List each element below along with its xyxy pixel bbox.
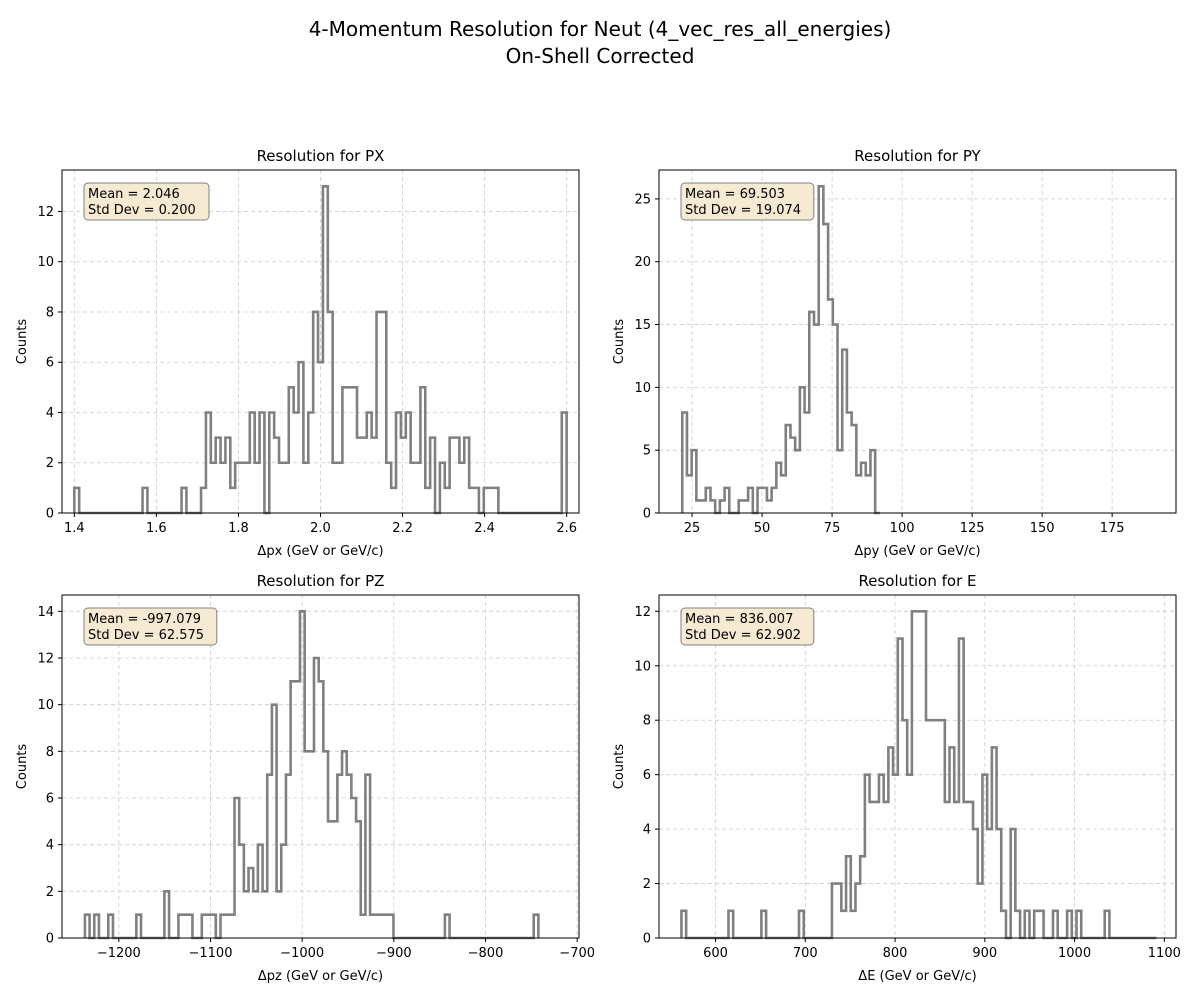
stats-mean-pz: Mean = -997.079 xyxy=(88,612,201,627)
stats-box-background-pz xyxy=(83,607,218,646)
x-axis-label-pz: Δpz (GeV or GeV/c) xyxy=(258,969,383,984)
x-tick-label-pz-5: −700 xyxy=(559,946,595,961)
x-tick-label-py-3: 100 xyxy=(890,521,915,536)
x-tick-label-px-4: 2.2 xyxy=(392,521,413,536)
x-axis-label-e: ΔE (GeV or GeV/c) xyxy=(858,969,976,984)
subplot-px: 1.4 1.6 1.8 2.0 2.2 2.4 2.6 0 2 4 6 8 10 12 Resolution… xyxy=(15,147,580,559)
x-tick-label-px-2: 1.8 xyxy=(228,521,249,536)
subplot-title-pz: Resolution for PZ xyxy=(257,572,385,590)
y-tick-label-pz-7: 14 xyxy=(37,605,54,620)
y-tick-label-py-4: 20 xyxy=(634,255,651,270)
y-tick-label-pz-6: 12 xyxy=(37,652,54,667)
y-tick-label-pz-5: 10 xyxy=(37,698,54,713)
stats-mean-px: Mean = 2.046 xyxy=(88,187,180,202)
axes-frame-e xyxy=(658,594,1177,939)
x-tick-label-e-0: 600 xyxy=(703,946,728,961)
y-tick-label-py-3: 15 xyxy=(634,318,651,333)
y-tick-label-pz-3: 6 xyxy=(46,792,54,807)
x-axis-label-py: Δpy (GeV or GeV/c) xyxy=(854,544,980,559)
x-axis-label-px: Δpx (GeV or GeV/c) xyxy=(257,544,383,559)
y-axis-label-px: Counts xyxy=(15,319,30,365)
y-tick-label-px-6: 12 xyxy=(37,205,54,220)
subplot-title-px: Resolution for PX xyxy=(257,147,385,165)
y-axis-label-pz: Counts xyxy=(15,744,30,790)
x-tick-label-pz-1: −1100 xyxy=(189,946,233,961)
y-tick-label-e-3: 6 xyxy=(643,768,651,783)
y-tick-label-e-6: 12 xyxy=(634,605,651,620)
y-tick-label-px-2: 4 xyxy=(46,406,54,421)
y-tick-label-e-4: 8 xyxy=(643,714,651,729)
y-tick-label-px-3: 6 xyxy=(46,356,54,371)
x-tick-label-pz-3: −900 xyxy=(376,946,412,961)
suptitle-line-2: On-Shell Corrected xyxy=(505,44,695,68)
y-tick-label-e-0: 0 xyxy=(643,932,651,947)
y-tick-label-px-1: 2 xyxy=(46,456,54,471)
x-tick-label-px-5: 2.4 xyxy=(474,521,495,536)
x-tick-label-e-1: 700 xyxy=(793,946,818,961)
y-tick-label-pz-4: 8 xyxy=(46,745,54,760)
x-tick-label-e-2: 800 xyxy=(883,946,908,961)
stats-std-px: Std Dev = 0.200 xyxy=(88,203,196,218)
stats-box-background-py xyxy=(680,182,815,221)
stats-std-pz: Std Dev = 62.575 xyxy=(88,628,204,643)
x-tick-label-py-4: 125 xyxy=(960,521,985,536)
y-tick-label-pz-1: 2 xyxy=(46,885,54,900)
y-tick-label-px-4: 8 xyxy=(46,305,54,320)
x-tick-label-px-6: 2.6 xyxy=(556,521,577,536)
y-tick-label-py-5: 25 xyxy=(634,192,651,207)
histogram-px xyxy=(73,185,568,515)
x-tick-label-e-4: 1000 xyxy=(1058,946,1091,961)
axes-frame-pz xyxy=(61,594,580,939)
y-axis-label-py: Counts xyxy=(612,319,627,365)
axes-frame-py xyxy=(658,169,1177,514)
histogram-py xyxy=(680,185,880,515)
x-tick-label-py-6: 175 xyxy=(1100,521,1125,536)
subplot-title-e: Resolution for E xyxy=(858,572,976,590)
y-tick-label-e-1: 2 xyxy=(643,877,651,892)
y-tick-label-px-5: 10 xyxy=(37,255,54,270)
subplot-e: 600 700 800 900 1000 1100 0 2 4 6 8 10 12 Resolution … xyxy=(612,572,1181,984)
stats-mean-e: Mean = 836.007 xyxy=(685,612,793,627)
suptitle-line-1: 4-Momentum Resolution for Neut (4_vec_re… xyxy=(308,17,892,41)
x-tick-label-pz-0: −1200 xyxy=(97,946,141,961)
x-tick-label-pz-2: −1000 xyxy=(280,946,324,961)
figure-suptitle: 4-Momentum Resolution for Neut (4_vec_re… xyxy=(0,16,1200,70)
y-tick-label-e-5: 10 xyxy=(634,659,651,674)
stats-box-background-e xyxy=(680,607,815,646)
x-tick-label-pz-4: −800 xyxy=(468,946,504,961)
x-tick-label-px-3: 2.0 xyxy=(310,521,331,536)
y-axis-label-e: Counts xyxy=(612,744,627,790)
subplot-py: 25 50 75 100 125 150 175 0 5 10 15 20 25 Resolution f… xyxy=(612,147,1177,559)
subplot-pz: −1200 −1100 −1000 −900 −800 −700 0 2 4 6 8 10 12 14 Re… xyxy=(15,572,595,984)
x-tick-label-py-2: 75 xyxy=(824,521,841,536)
stats-std-py: Std Dev = 19.074 xyxy=(685,203,801,218)
x-tick-label-px-0: 1.4 xyxy=(64,521,85,536)
y-tick-label-px-0: 0 xyxy=(46,507,54,522)
x-tick-label-e-5: 1100 xyxy=(1148,946,1181,961)
stats-std-e: Std Dev = 62.902 xyxy=(685,628,801,643)
x-tick-label-py-5: 150 xyxy=(1030,521,1055,536)
y-tick-label-py-1: 5 xyxy=(643,444,651,459)
x-tick-label-py-0: 25 xyxy=(684,521,701,536)
stats-mean-py: Mean = 69.503 xyxy=(685,187,785,202)
histogram-pz xyxy=(83,610,540,940)
x-tick-label-py-1: 50 xyxy=(754,521,771,536)
stats-box-background-px xyxy=(83,182,210,221)
x-tick-label-e-3: 900 xyxy=(972,946,997,961)
y-tick-label-py-0: 0 xyxy=(643,507,651,522)
subplot-title-py: Resolution for PY xyxy=(854,147,981,165)
y-tick-label-pz-2: 4 xyxy=(46,838,54,853)
y-tick-label-pz-0: 0 xyxy=(46,932,54,947)
y-tick-label-e-2: 4 xyxy=(643,823,651,838)
y-tick-label-py-2: 10 xyxy=(634,381,651,396)
x-tick-label-px-1: 1.6 xyxy=(146,521,167,536)
